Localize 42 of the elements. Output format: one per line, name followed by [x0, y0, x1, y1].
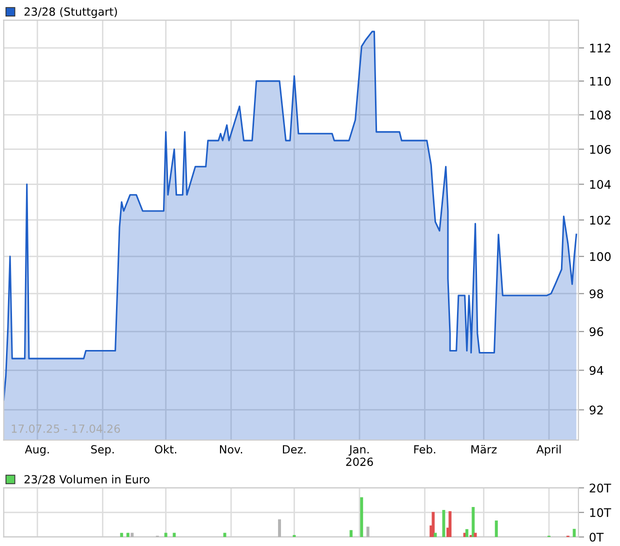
- annotation: 17.07.25 - 17.04.26: [12, 424, 120, 433]
- bar: [120, 532, 124, 537]
- y-tick-label: 96: [590, 327, 604, 336]
- y-tick-label: 20T: [590, 484, 612, 493]
- bar: [360, 497, 364, 537]
- y-tick-label: 104: [590, 180, 611, 189]
- x-tick-label: Jan. 2026: [346, 445, 373, 466]
- bar: [448, 511, 452, 537]
- bar: [432, 512, 435, 537]
- y-tick-label: 98: [590, 289, 604, 298]
- y-tick-label: 106: [590, 144, 611, 154]
- bar: [164, 532, 168, 537]
- x-tick-label: Okt.: [154, 444, 176, 454]
- bar: [494, 520, 498, 537]
- legend-label: 23/28 (Stuttgart): [24, 7, 117, 18]
- y-tick-label: 0T: [590, 532, 604, 542]
- y-tick-label: 92: [590, 406, 603, 414]
- x-tick-label: Nov.: [220, 445, 242, 454]
- x-tick-label: Aug.: [24, 445, 49, 456]
- y-tick-label: 110: [590, 76, 611, 86]
- y-tick-label: 100: [590, 252, 611, 262]
- bar: [130, 532, 134, 537]
- legend-label: 23/28 Volumen in Euro: [24, 474, 150, 484]
- x-tick-label: Dez.: [282, 445, 306, 454]
- x-tick-label: März: [471, 444, 497, 454]
- bar: [442, 510, 446, 537]
- y-tick-label: 102: [590, 216, 610, 225]
- y-tick-label: 108: [590, 110, 611, 120]
- bar: [278, 519, 281, 537]
- bar: [126, 532, 130, 537]
- bar: [366, 526, 370, 537]
- x-tick-label: Sep.: [91, 445, 114, 456]
- y-tick-label: 94: [590, 366, 604, 375]
- bar: [465, 529, 468, 537]
- bar: [474, 532, 477, 537]
- x-tick-label: Feb.: [414, 444, 436, 454]
- bar: [350, 530, 353, 537]
- x-tick-label: April: [536, 444, 561, 456]
- y-tick-label: 10T: [590, 508, 612, 518]
- y-tick-label: 112: [590, 44, 610, 52]
- bar: [434, 532, 437, 537]
- bar: [472, 507, 475, 537]
